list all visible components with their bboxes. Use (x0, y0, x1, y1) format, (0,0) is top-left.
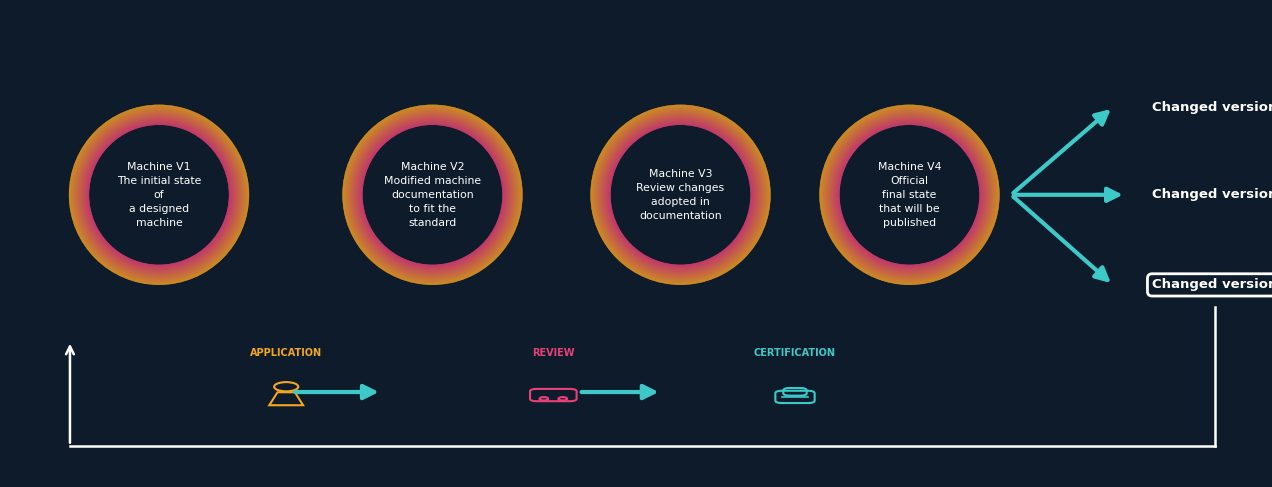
Text: Machine V2
Modified machine
documentation
to fit the
standard: Machine V2 Modified machine documentatio… (384, 162, 481, 228)
Text: Changed version: Changed version (1152, 101, 1272, 113)
Ellipse shape (842, 127, 977, 262)
Ellipse shape (365, 127, 500, 262)
Text: CERTIFICATION: CERTIFICATION (754, 348, 836, 358)
Text: Changed version: Changed version (1152, 279, 1272, 291)
Text: Machine V3
Review changes
adopted in
documentation: Machine V3 Review changes adopted in doc… (636, 169, 725, 221)
Text: REVIEW: REVIEW (532, 348, 575, 358)
Text: Machine V1
The initial state
of
a designed
machine: Machine V1 The initial state of a design… (117, 162, 201, 228)
Ellipse shape (92, 127, 226, 262)
Text: APPLICATION: APPLICATION (251, 348, 322, 358)
Ellipse shape (613, 127, 748, 262)
Text: Changed version: Changed version (1152, 188, 1272, 201)
Text: Machine V4
Official
final state
that will be
published: Machine V4 Official final state that wil… (878, 162, 941, 228)
